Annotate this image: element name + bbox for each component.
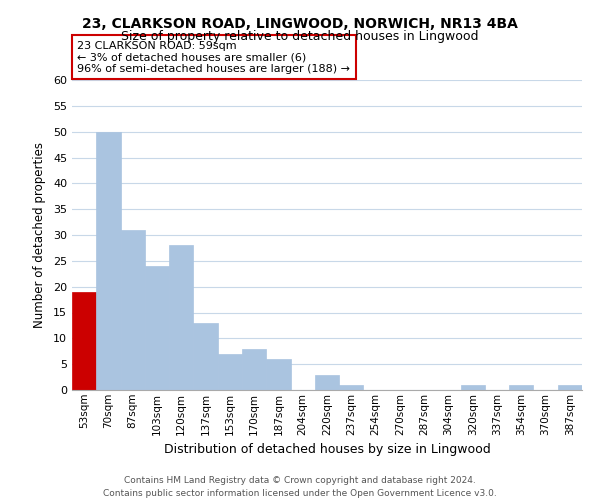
Bar: [169, 246, 193, 390]
Bar: [145, 266, 169, 390]
Bar: [218, 354, 242, 390]
Y-axis label: Number of detached properties: Number of detached properties: [33, 142, 46, 328]
Bar: [315, 374, 339, 390]
Text: 23 CLARKSON ROAD: 59sqm
← 3% of detached houses are smaller (6)
96% of semi-deta: 23 CLARKSON ROAD: 59sqm ← 3% of detached…: [77, 40, 350, 74]
Bar: [121, 230, 145, 390]
Text: 23, CLARKSON ROAD, LINGWOOD, NORWICH, NR13 4BA: 23, CLARKSON ROAD, LINGWOOD, NORWICH, NR…: [82, 18, 518, 32]
X-axis label: Distribution of detached houses by size in Lingwood: Distribution of detached houses by size …: [164, 443, 490, 456]
Bar: [72, 292, 96, 390]
Text: Contains HM Land Registry data © Crown copyright and database right 2024.
Contai: Contains HM Land Registry data © Crown c…: [103, 476, 497, 498]
Bar: [461, 385, 485, 390]
Bar: [242, 348, 266, 390]
Bar: [96, 132, 121, 390]
Bar: [339, 385, 364, 390]
Bar: [509, 385, 533, 390]
Text: Size of property relative to detached houses in Lingwood: Size of property relative to detached ho…: [121, 30, 479, 43]
Bar: [266, 359, 290, 390]
Bar: [558, 385, 582, 390]
Bar: [193, 323, 218, 390]
